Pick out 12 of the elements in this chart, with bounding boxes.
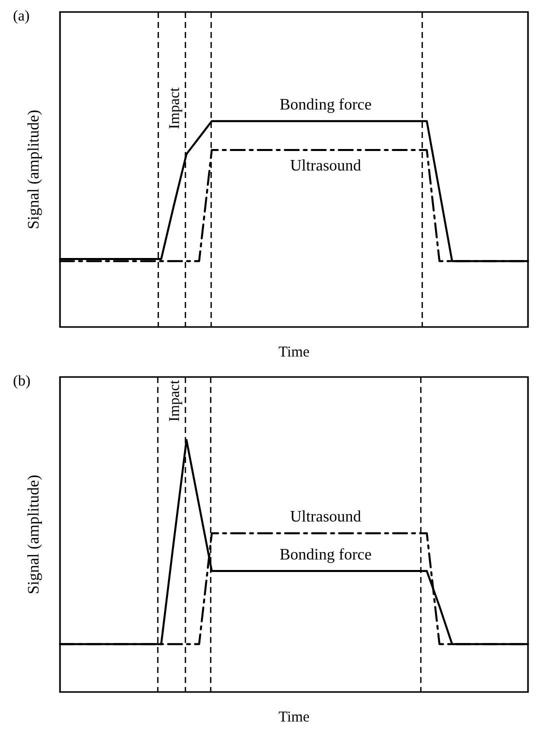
series-label: Bonding force: [280, 546, 372, 564]
y-axis-title: Signal (amplitude): [26, 474, 42, 594]
series-label: Ultrasound: [290, 508, 362, 526]
chart-title: (b): [13, 374, 30, 390]
series-label: Bonding force: [280, 96, 372, 114]
x-axis-title: Time: [278, 344, 310, 360]
y-axis-title: Signal (amplitude): [26, 110, 42, 230]
annotation: Impact: [166, 86, 183, 130]
series-label: Ultrasound: [290, 157, 362, 174]
chart-title: (a): [13, 8, 30, 24]
x-axis-title: Time: [278, 710, 310, 726]
text: Impact: [166, 379, 183, 422]
